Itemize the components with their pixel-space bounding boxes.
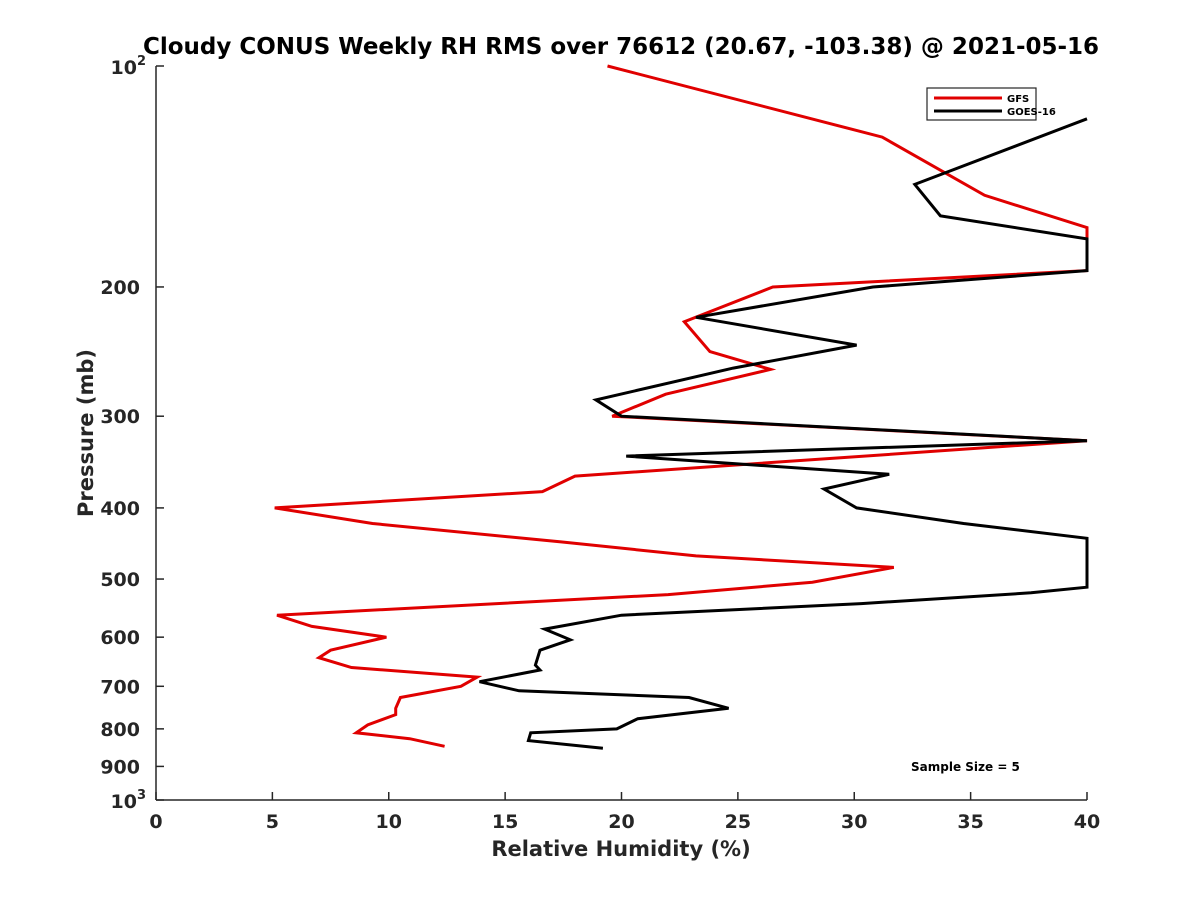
chart-title: Cloudy CONUS Weekly RH RMS over 76612 (2… [143, 34, 1099, 60]
legend-box [926, 87, 1037, 121]
sample-size-annotation: Sample Size = 5 [911, 760, 1020, 774]
y-tick-label: 103 [111, 788, 147, 813]
x-tick-label: 10 [376, 811, 402, 833]
y-tick-label: 700 [100, 676, 140, 698]
x-tick-label: 5 [266, 811, 279, 833]
y-ticks: 102 200 300 400 500 600 700 800 900 103 [100, 54, 164, 813]
x-axis-label: Relative Humidity (%) [491, 837, 750, 861]
x-tick-label: 25 [725, 811, 751, 833]
y-tick-label: 800 [100, 719, 140, 741]
x-tick-label: 30 [841, 811, 867, 833]
y-tick-label: 200 [100, 277, 140, 299]
y-tick-label: 600 [100, 627, 140, 649]
y-tick-label: 400 [100, 498, 140, 520]
legend: GFS GOES-16 [926, 87, 1056, 121]
x-tick-label: 40 [1074, 811, 1100, 833]
y-tick-label: 900 [100, 756, 140, 778]
x-tick-label: 20 [608, 811, 634, 833]
y-tick-label: 500 [100, 569, 140, 591]
y-tick-label: 300 [100, 406, 140, 428]
x-tick-label: 0 [149, 811, 162, 833]
x-tick-label: 35 [957, 811, 983, 833]
x-ticks: 0 5 10 15 20 25 30 35 40 [149, 792, 1100, 833]
x-tick-label: 15 [492, 811, 518, 833]
y-axis-label: Pressure (mb) [74, 349, 98, 517]
series-line-goes16 [479, 117, 1089, 750]
y-tick-label: 102 [111, 54, 147, 79]
legend-label-gfs: GFS [1007, 94, 1029, 105]
series-layer [274, 64, 1089, 750]
legend-label-goes16: GOES-16 [1007, 107, 1056, 118]
